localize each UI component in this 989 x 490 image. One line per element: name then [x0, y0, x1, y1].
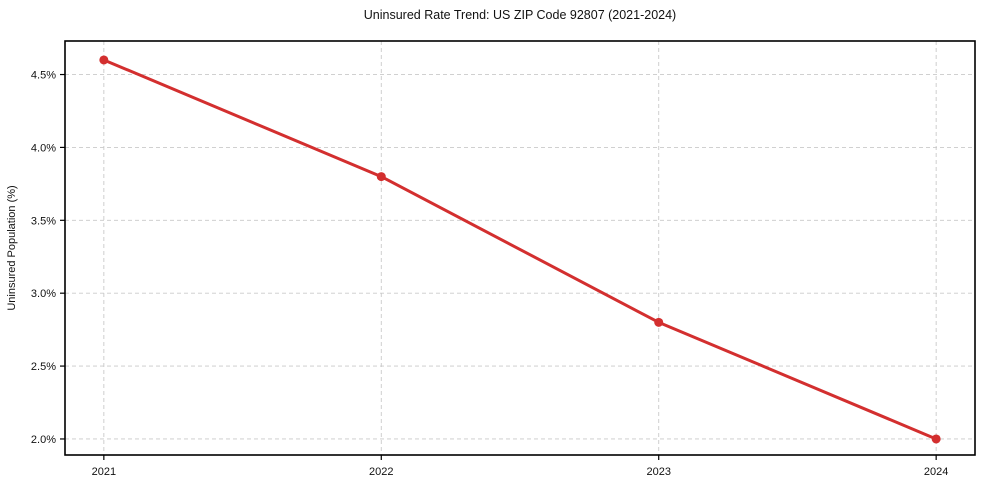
plot-border: [64, 40, 976, 456]
x-tick-label: 2023: [646, 466, 670, 478]
y-tick-label: 4.0%: [31, 142, 56, 154]
data-point-marker: [99, 55, 109, 65]
data-point-marker: [376, 172, 386, 182]
data-point-marker: [931, 434, 941, 444]
y-tick-label: 4.5%: [31, 70, 56, 82]
x-tick-label: 2021: [92, 466, 116, 478]
y-tick-label: 2.5%: [31, 361, 56, 373]
y-tick-label: 2.0%: [31, 434, 56, 446]
chart-title: Uninsured Rate Trend: US ZIP Code 92807 …: [364, 8, 676, 22]
trend-line: [102, 58, 938, 441]
plot-area: 2.0% 2.5% 3.0% 3.5% 4.0% 4.5% 2021 2022 2023 2024: [31, 40, 976, 478]
y-tick-label: 3.5%: [31, 215, 56, 227]
data-point-marker: [654, 317, 664, 327]
x-tick-label: 2022: [369, 466, 393, 478]
y-tick-label: 3.0%: [31, 288, 56, 300]
x-tick-label: 2024: [924, 466, 948, 478]
y-axis-label: Uninsured Population (%): [6, 185, 18, 310]
